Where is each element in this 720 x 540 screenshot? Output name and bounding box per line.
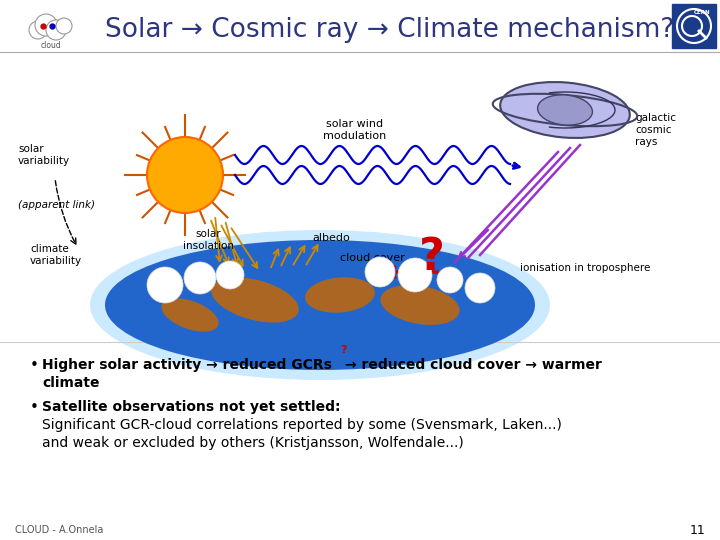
Text: Higher solar activity → reduced GCRs: Higher solar activity → reduced GCRs [42,358,337,372]
Text: ?: ? [340,345,346,355]
Text: and weak or excluded by others (Kristjansson, Wolfendale...): and weak or excluded by others (Kristjan… [42,436,464,450]
Circle shape [216,261,244,289]
Text: solar wind
modulation: solar wind modulation [323,119,387,141]
Text: ?: ? [419,237,445,280]
Circle shape [437,267,463,293]
Ellipse shape [211,278,299,322]
Ellipse shape [161,298,219,332]
Text: •: • [30,358,39,373]
Ellipse shape [538,95,593,125]
Text: Satellite observations not yet settled:: Satellite observations not yet settled: [42,400,341,414]
Text: 11: 11 [689,523,705,537]
Text: ionisation in troposphere: ionisation in troposphere [520,263,650,273]
Circle shape [147,267,183,303]
Text: solar
insolation: solar insolation [182,229,233,251]
Text: climate
variability: climate variability [30,244,82,266]
Circle shape [184,262,216,294]
Circle shape [398,258,432,292]
Circle shape [46,20,66,40]
Ellipse shape [380,285,459,325]
Ellipse shape [305,278,375,313]
Text: cloud: cloud [40,41,61,50]
Circle shape [35,14,57,36]
Circle shape [56,18,72,34]
Text: albedo: albedo [312,233,350,243]
Ellipse shape [90,230,550,380]
Text: •: • [30,400,39,415]
Circle shape [29,21,47,39]
Circle shape [465,273,495,303]
Ellipse shape [105,240,535,370]
Text: CLOUD - A.Onnela: CLOUD - A.Onnela [15,525,104,535]
Text: Significant GCR-cloud correlations reported by some (Svensmark, Laken...): Significant GCR-cloud correlations repor… [42,418,562,432]
Text: galactic
cosmic
rays: galactic cosmic rays [635,113,676,147]
Text: cloud cover: cloud cover [340,253,405,263]
Text: Solar → Cosmic ray → Climate mechanism?: Solar → Cosmic ray → Climate mechanism? [105,17,675,43]
Ellipse shape [500,82,630,138]
Circle shape [147,137,223,213]
Text: (apparent link): (apparent link) [18,200,95,210]
Text: CERN: CERN [693,10,711,15]
Circle shape [365,257,395,287]
Text: solar
variability: solar variability [18,144,70,166]
Text: → reduced cloud cover → warmer: → reduced cloud cover → warmer [345,358,602,372]
Text: climate: climate [42,376,99,390]
FancyBboxPatch shape [672,4,716,48]
